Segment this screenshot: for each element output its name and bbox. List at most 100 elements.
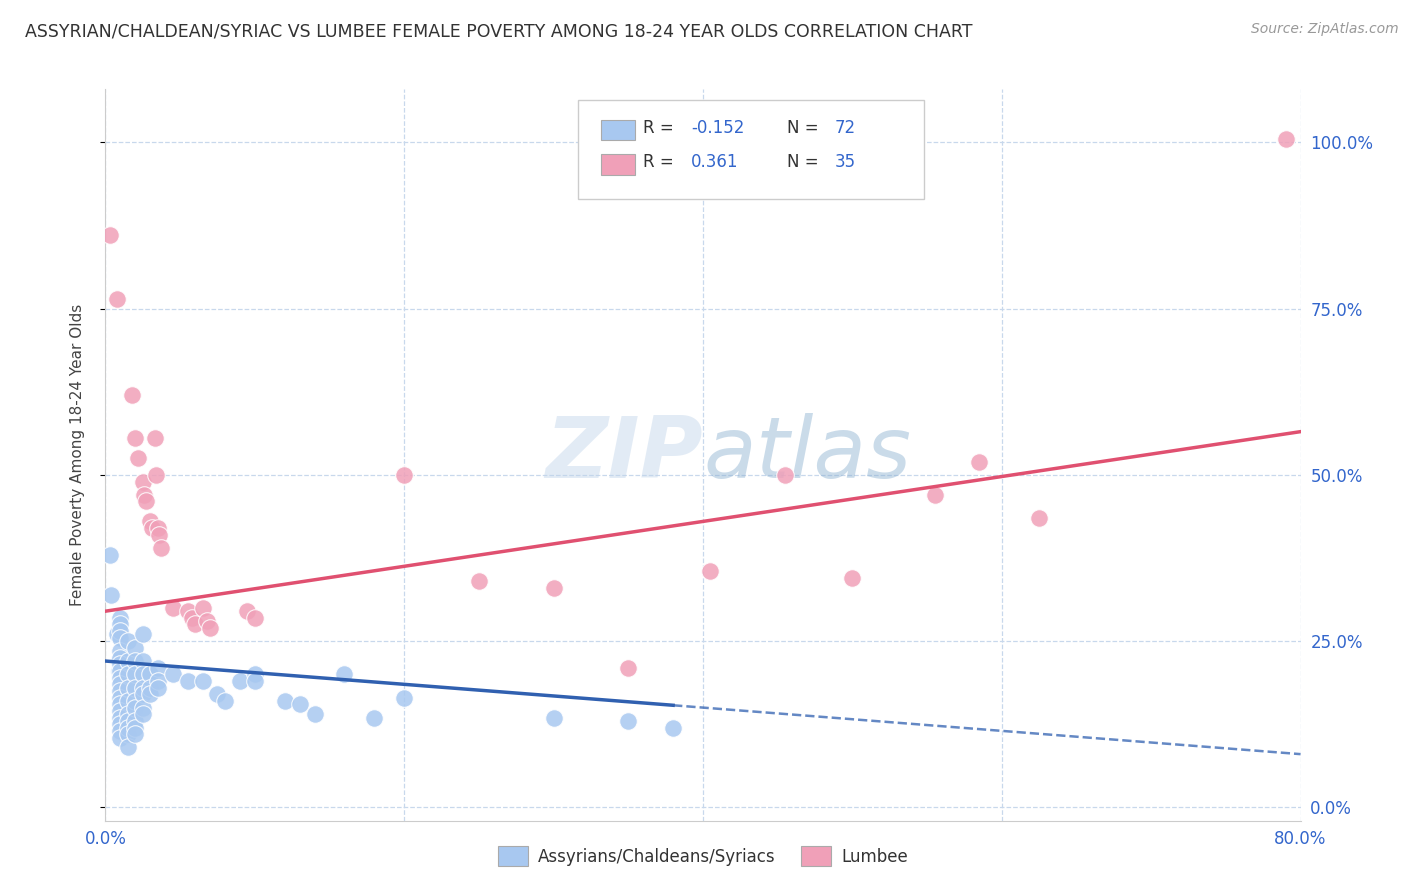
Point: [543, 710, 565, 724]
Text: R =: R =: [644, 153, 679, 171]
Point: [110, 710, 132, 724]
Point: [841, 571, 863, 585]
Point: [924, 488, 946, 502]
Point: [117, 727, 139, 741]
FancyBboxPatch shape: [602, 120, 636, 140]
Point: [110, 611, 132, 625]
Point: [1274, 132, 1296, 146]
Point: [124, 700, 146, 714]
Point: [124, 727, 146, 741]
Point: [207, 687, 229, 701]
Point: [124, 654, 146, 668]
Point: [110, 698, 132, 712]
Text: -0.152: -0.152: [692, 119, 744, 137]
Point: [121, 388, 143, 402]
Point: [1028, 511, 1050, 525]
Point: [214, 694, 236, 708]
Point: [124, 431, 146, 445]
Point: [132, 687, 155, 701]
Point: [124, 640, 146, 655]
Point: [304, 707, 326, 722]
Point: [543, 581, 565, 595]
Point: [243, 611, 266, 625]
Point: [149, 541, 172, 555]
Point: [191, 600, 214, 615]
Point: [117, 721, 139, 735]
Point: [132, 681, 155, 695]
Point: [117, 667, 139, 681]
Point: [468, 574, 491, 589]
Point: [699, 564, 721, 578]
Point: [394, 467, 416, 482]
Point: [162, 600, 184, 615]
Point: [132, 475, 155, 489]
Point: [124, 681, 146, 695]
Point: [110, 723, 132, 738]
Point: [394, 690, 416, 705]
Point: [117, 740, 139, 755]
Point: [110, 731, 132, 745]
Point: [243, 673, 266, 688]
Legend: Assyrians/Chaldeans/Syriacs, Lumbee: Assyrians/Chaldeans/Syriacs, Lumbee: [492, 839, 914, 873]
Point: [110, 624, 132, 639]
Text: Source: ZipAtlas.com: Source: ZipAtlas.com: [1251, 22, 1399, 37]
Text: N =: N =: [787, 119, 824, 137]
Text: 72: 72: [835, 119, 856, 137]
Point: [110, 644, 132, 658]
Point: [110, 671, 132, 685]
Point: [139, 681, 162, 695]
Point: [141, 521, 163, 535]
Point: [117, 654, 139, 668]
Point: [176, 604, 198, 618]
Point: [195, 614, 218, 628]
Point: [127, 451, 149, 466]
Point: [110, 704, 132, 718]
Point: [145, 467, 167, 482]
Point: [132, 654, 155, 668]
Point: [124, 714, 146, 728]
Point: [110, 631, 132, 645]
Point: [176, 673, 198, 688]
Point: [110, 664, 132, 678]
Point: [135, 494, 157, 508]
FancyBboxPatch shape: [578, 100, 924, 199]
Point: [110, 684, 132, 698]
Point: [143, 431, 166, 445]
Point: [198, 621, 221, 635]
Text: R =: R =: [644, 119, 679, 137]
Point: [132, 700, 155, 714]
Point: [108, 654, 131, 668]
Point: [243, 667, 266, 681]
Text: N =: N =: [787, 153, 824, 171]
Point: [110, 717, 132, 731]
Point: [969, 454, 991, 468]
Text: 35: 35: [835, 153, 856, 171]
Point: [288, 698, 311, 712]
Point: [139, 667, 162, 681]
Point: [139, 515, 162, 529]
Point: [132, 707, 155, 722]
Point: [229, 673, 252, 688]
Point: [139, 687, 162, 701]
Text: ASSYRIAN/CHALDEAN/SYRIAC VS LUMBEE FEMALE POVERTY AMONG 18-24 YEAR OLDS CORRELAT: ASSYRIAN/CHALDEAN/SYRIAC VS LUMBEE FEMAL…: [25, 22, 973, 40]
Point: [108, 664, 131, 678]
FancyBboxPatch shape: [602, 154, 636, 175]
Point: [236, 604, 259, 618]
Point: [117, 714, 139, 728]
Point: [134, 488, 156, 502]
Point: [110, 690, 132, 705]
Point: [617, 714, 640, 728]
Point: [363, 710, 385, 724]
Point: [184, 617, 207, 632]
Y-axis label: Female Poverty Among 18-24 Year Olds: Female Poverty Among 18-24 Year Olds: [70, 304, 84, 606]
Point: [124, 667, 146, 681]
Point: [146, 521, 169, 535]
Point: [132, 627, 155, 641]
Point: [191, 673, 214, 688]
Point: [162, 667, 184, 681]
Text: atlas: atlas: [703, 413, 911, 497]
Point: [117, 694, 139, 708]
Text: ZIP: ZIP: [546, 413, 703, 497]
Point: [110, 650, 132, 665]
Point: [773, 467, 796, 482]
